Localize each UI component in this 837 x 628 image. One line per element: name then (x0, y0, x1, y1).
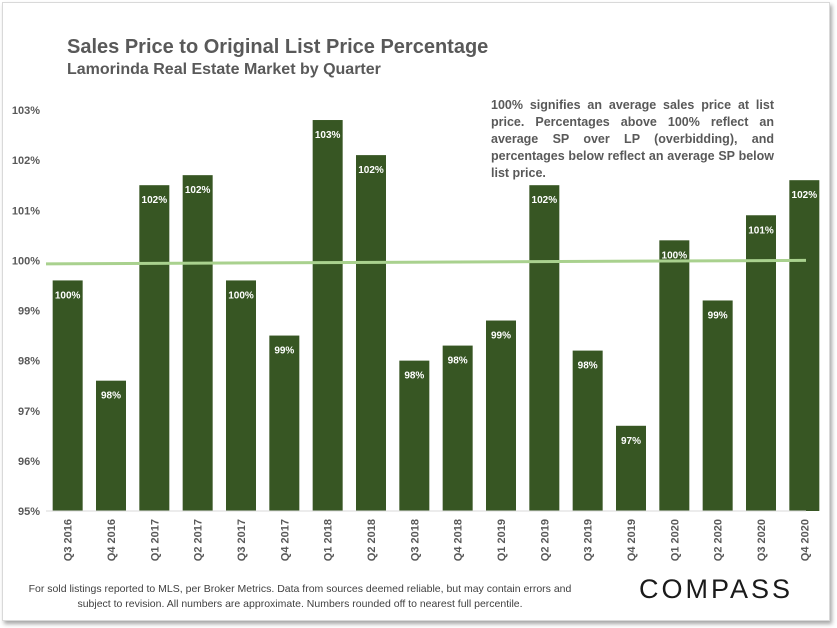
y-tick-label: 95% (18, 506, 40, 518)
x-tick-label: Q3 2020 (756, 519, 768, 561)
reference-line-100 (45, 258, 807, 266)
bar-data-label: 98% (404, 371, 424, 382)
bar (96, 380, 126, 511)
y-tick-label: 96% (18, 456, 40, 468)
bar-data-label: 98% (101, 391, 121, 402)
y-tick-label: 100% (12, 255, 40, 267)
bar-data-label: 99% (274, 346, 294, 357)
x-tick-label: Q1 2020 (669, 519, 681, 561)
bar (139, 185, 170, 511)
bar-data-label: 102% (142, 195, 168, 206)
bar (746, 215, 776, 511)
y-tick-label: 103% (12, 105, 40, 117)
bar-data-label: 100% (228, 290, 254, 301)
bar-data-label: 102% (358, 165, 384, 176)
x-tick-label: Q2 2019 (539, 519, 551, 561)
x-tick-label: Q3 2016 (63, 519, 75, 561)
bar (616, 425, 646, 511)
bar-data-label: 102% (185, 185, 211, 196)
y-tick-label: 99% (18, 306, 40, 318)
chart-annotation: 100% signifies an average sales price at… (491, 98, 774, 180)
bar (702, 300, 733, 511)
bar (399, 360, 430, 511)
bar (312, 120, 343, 512)
x-tick-label: Q3 2019 (583, 519, 595, 561)
x-tick-label: Q3 2017 (236, 519, 248, 561)
y-tick-label: 97% (18, 406, 40, 418)
bar (182, 175, 213, 511)
bar-data-label: 102% (792, 190, 818, 201)
x-tick-label: Q1 2018 (323, 519, 335, 561)
bar-data-label: 99% (708, 310, 728, 321)
compass-logo: COMPASS (639, 574, 794, 604)
bar (442, 345, 473, 511)
x-tick-label: Q2 2020 (713, 519, 725, 561)
x-tick-label: Q1 2019 (496, 519, 508, 561)
bar (52, 280, 83, 511)
x-tick-label: Q4 2017 (279, 519, 291, 561)
bar (226, 280, 256, 511)
bar-data-label: 100% (55, 290, 81, 301)
x-tick-label: Q2 2017 (193, 519, 205, 561)
bar (529, 185, 560, 511)
bar (486, 320, 516, 511)
bar (269, 335, 300, 511)
x-tick-label: Q2 2018 (366, 519, 378, 561)
chart-subtitle: Lamorinda Real Estate Market by Quarter (67, 61, 381, 78)
x-tick-label: Q4 2020 (799, 519, 811, 561)
bar-data-label: 98% (448, 356, 468, 367)
y-tick-label: 98% (18, 356, 40, 368)
bar (659, 240, 690, 511)
x-tick-label: Q4 2016 (106, 519, 118, 561)
bar-data-label: 97% (621, 436, 641, 447)
bar-data-label: 102% (532, 195, 558, 206)
bar-data-label: 103% (315, 130, 341, 141)
bar (572, 350, 603, 511)
bar-data-label: 98% (578, 361, 598, 372)
x-tick-label: Q1 2017 (149, 519, 161, 561)
bar-data-label: 101% (748, 225, 774, 236)
y-tick-label: 102% (12, 155, 40, 167)
x-tick-label: Q4 2019 (626, 519, 638, 561)
chart-title: Sales Price to Original List Price Perce… (67, 36, 489, 58)
footnote: For sold listings reported to MLS, per B… (28, 583, 572, 610)
x-tick-label: Q4 2018 (453, 519, 465, 561)
bar (356, 155, 386, 512)
x-tick-label: Q3 2018 (409, 519, 421, 561)
y-tick-label: 101% (12, 205, 40, 217)
bar (789, 180, 820, 512)
bar-data-label: 99% (491, 331, 511, 342)
bar-data-label: 100% (662, 250, 688, 261)
